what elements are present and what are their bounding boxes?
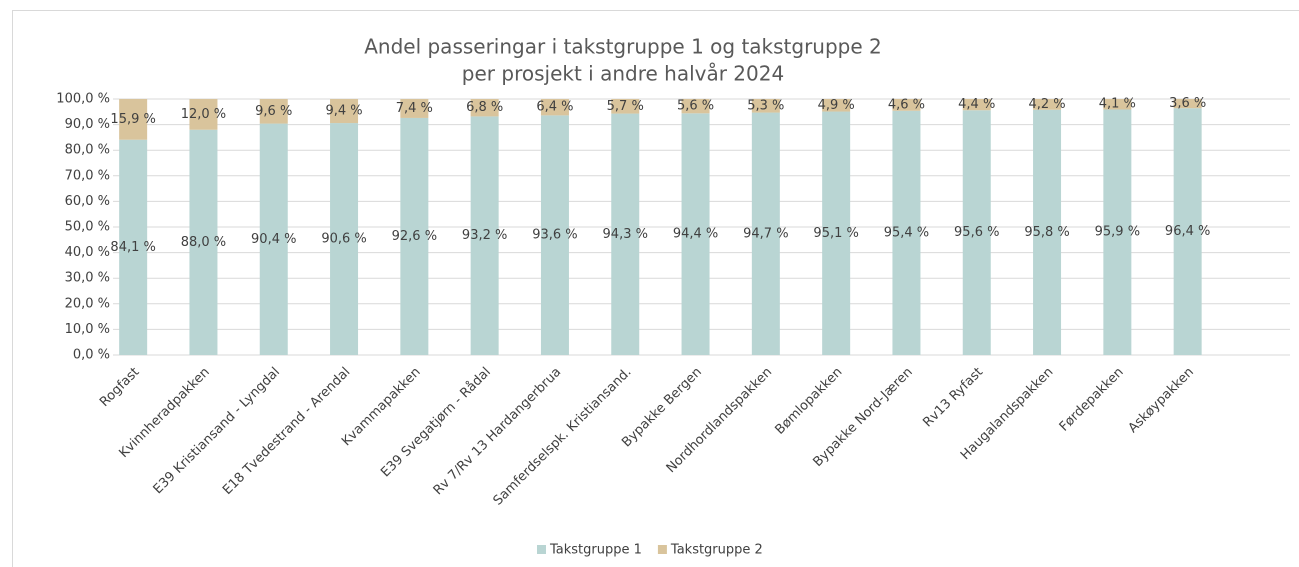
bar-segment — [119, 139, 148, 355]
data-label: 15,9 % — [110, 112, 155, 127]
y-tick-label: 90,0 % — [65, 117, 110, 132]
bar-segment — [330, 99, 359, 124]
data-label: 9,6 % — [255, 104, 292, 119]
legend-swatch — [657, 545, 667, 554]
x-tick-label: Samferdselspk. Kristiansand. — [491, 365, 635, 509]
legend-label: Takstgruppe 2 — [670, 543, 763, 558]
y-tick-label: 20,0 % — [65, 296, 110, 311]
bar-segment — [1033, 109, 1062, 355]
bar-segment — [822, 111, 851, 355]
bar-segment — [540, 99, 569, 116]
y-tick-label: 40,0 % — [65, 245, 110, 260]
y-tick-label: 100,0 % — [56, 92, 110, 107]
y-tick-label: 80,0 % — [65, 143, 110, 158]
bar-segment — [189, 129, 218, 355]
bar-segment — [681, 99, 710, 114]
data-label: 7,4 % — [396, 101, 433, 116]
x-tick-label: Askøypakken — [1126, 365, 1197, 436]
bar-segment — [259, 123, 288, 356]
bar-segment — [259, 99, 288, 124]
bar-segment — [681, 113, 710, 355]
data-label: 94,7 % — [743, 226, 788, 241]
data-label: 95,9 % — [1095, 225, 1140, 240]
data-label: 5,3 % — [747, 98, 784, 113]
bar-segment — [400, 99, 429, 118]
y-tick-label: 50,0 % — [65, 220, 110, 235]
x-tick-label: E18 Tvedestrand - Arendal — [220, 365, 353, 498]
bar-segment — [540, 115, 569, 355]
data-label: 4,9 % — [818, 98, 855, 113]
legend-swatch — [537, 545, 546, 554]
data-label: 94,3 % — [603, 227, 648, 242]
y-tick-label: 30,0 % — [65, 271, 110, 286]
data-label: 95,6 % — [954, 225, 999, 240]
bar-segment — [611, 113, 640, 355]
bar-segment — [470, 99, 499, 117]
bar-segment — [822, 99, 851, 112]
bar-segment — [330, 123, 359, 356]
bar-segment — [892, 110, 921, 355]
data-label: 12,0 % — [181, 107, 226, 122]
data-label: 4,6 % — [888, 97, 925, 112]
data-label: 90,6 % — [321, 232, 366, 247]
bar-segment — [962, 99, 991, 111]
data-label: 93,6 % — [532, 228, 577, 243]
x-tick-label: Rogfast — [97, 365, 142, 410]
data-label: 96,4 % — [1165, 224, 1210, 239]
y-tick-label: 0,0 % — [73, 348, 110, 363]
y-tick-label: 70,0 % — [65, 168, 110, 183]
chart-title: Andel passeringar i takstgruppe 1 og tak… — [364, 35, 882, 59]
bar-segment — [1103, 99, 1132, 110]
data-label: 90,4 % — [251, 232, 296, 247]
bar-segment — [962, 110, 991, 355]
data-label: 95,4 % — [884, 225, 929, 240]
bar-segment — [400, 117, 429, 355]
data-label: 94,4 % — [673, 227, 718, 242]
bar-segment — [1173, 108, 1202, 355]
data-label: 4,2 % — [1028, 97, 1065, 112]
data-label: 5,6 % — [677, 99, 714, 114]
data-label: 3,6 % — [1169, 96, 1206, 111]
data-label: 92,6 % — [392, 229, 437, 244]
bar-segment — [892, 99, 921, 111]
bar-segment — [189, 99, 218, 130]
data-label: 88,0 % — [181, 235, 226, 250]
x-tick-label: Rv 7/Rv 13 Hardangerbrua — [431, 365, 564, 498]
data-label: 9,4 % — [325, 104, 362, 119]
data-label: 5,7 % — [607, 99, 644, 114]
bar-segment — [1033, 99, 1062, 110]
x-tick-label: Bømlopakken — [773, 365, 846, 438]
bar-segment — [1103, 109, 1132, 355]
data-label: 95,1 % — [813, 226, 858, 241]
data-label: 4,1 % — [1099, 97, 1136, 112]
y-tick-label: 10,0 % — [65, 322, 110, 337]
chart-title: per prosjekt i andre halvår 2024 — [462, 62, 784, 86]
bar-segment — [751, 112, 780, 356]
x-tick-label: Rv13 Ryfast — [920, 365, 986, 431]
data-label: 6,4 % — [536, 100, 573, 115]
data-label: 6,8 % — [466, 100, 503, 115]
bar-segment — [1173, 99, 1202, 109]
x-tick-label: Førdepakken — [1057, 365, 1127, 435]
bar-segment — [470, 116, 499, 356]
bar-segment — [751, 99, 780, 113]
legend-label: Takstgruppe 1 — [549, 543, 642, 558]
data-label: 93,2 % — [462, 228, 507, 243]
data-label: 4,4 % — [958, 97, 995, 112]
bar-segment — [611, 99, 640, 114]
data-label: 95,8 % — [1024, 225, 1069, 240]
y-tick-label: 60,0 % — [65, 194, 110, 209]
data-label: 84,1 % — [110, 240, 155, 255]
chart-frame — [12, 10, 1299, 567]
bar-segment — [119, 99, 148, 140]
x-tick-label: E39 Kristiansand - Lyngdal — [151, 365, 283, 497]
